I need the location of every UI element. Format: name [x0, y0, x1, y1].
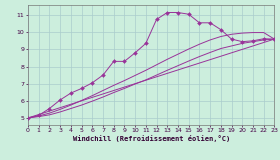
X-axis label: Windchill (Refroidissement éolien,°C): Windchill (Refroidissement éolien,°C)	[73, 135, 230, 142]
